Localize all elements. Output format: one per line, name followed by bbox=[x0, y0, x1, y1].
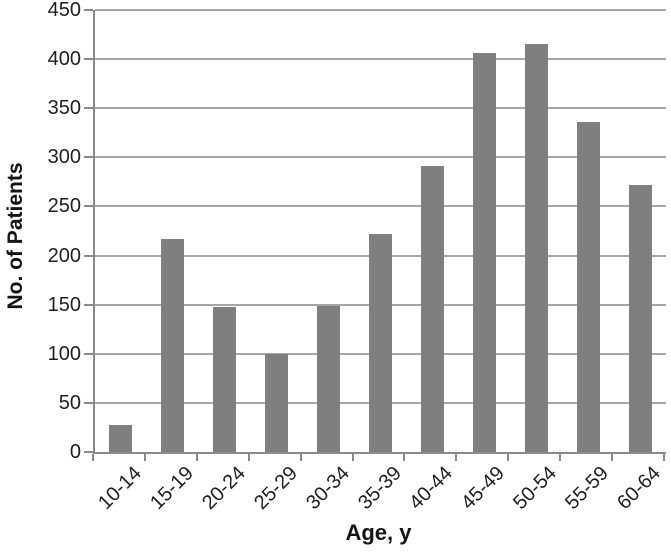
bar-60-64 bbox=[628, 184, 652, 452]
x-tick-1 bbox=[143, 454, 146, 461]
y-tick-label-100: 100 bbox=[47, 342, 81, 365]
x-tick-11 bbox=[663, 454, 665, 461]
gridline-400 bbox=[95, 58, 666, 61]
bar-30-34 bbox=[317, 305, 341, 452]
y-tick-400 bbox=[84, 58, 93, 61]
bar-35-39 bbox=[369, 233, 392, 452]
y-tick-label-250: 250 bbox=[47, 195, 81, 218]
y-tick-label-200: 200 bbox=[47, 244, 81, 267]
y-tick-label-150: 150 bbox=[47, 293, 81, 316]
y-tick-label-0: 0 bbox=[69, 441, 81, 463]
y-tick-100 bbox=[84, 352, 93, 355]
gridline-300 bbox=[95, 156, 666, 159]
y-tick-450 bbox=[84, 9, 93, 11]
y-tick-label-400: 400 bbox=[47, 48, 81, 71]
x-tick-4 bbox=[299, 454, 302, 461]
x-tick-10 bbox=[611, 454, 614, 461]
y-tick-350 bbox=[84, 107, 93, 110]
y-tick-label-50: 50 bbox=[58, 391, 81, 414]
y-tick-50 bbox=[84, 401, 93, 404]
x-tick-5 bbox=[351, 454, 354, 461]
y-tick-label-450: 450 bbox=[47, 0, 81, 21]
x-tick-0 bbox=[92, 454, 94, 461]
x-tick-6 bbox=[403, 454, 406, 461]
bar-50-54 bbox=[524, 44, 548, 452]
plot-area bbox=[93, 9, 666, 454]
y-tick-label-300: 300 bbox=[47, 146, 81, 169]
y-tick-0 bbox=[84, 451, 93, 453]
y-tick-150 bbox=[84, 303, 93, 306]
gridline-450 bbox=[95, 9, 666, 11]
y-tick-label-350: 350 bbox=[47, 97, 81, 120]
x-tick-8 bbox=[507, 454, 510, 461]
y-tick-250 bbox=[84, 205, 93, 208]
y-tick-300 bbox=[84, 156, 93, 159]
x-axis-title: Age, y bbox=[345, 520, 412, 545]
y-tick-200 bbox=[84, 254, 93, 257]
bar-25-29 bbox=[265, 353, 289, 452]
bar-20-24 bbox=[213, 306, 237, 452]
bar-40-44 bbox=[420, 166, 444, 452]
bar-10-14 bbox=[109, 425, 133, 452]
x-tick-9 bbox=[559, 454, 562, 461]
bar-55-59 bbox=[576, 121, 600, 452]
y-axis-title: No. of Patients bbox=[4, 162, 27, 310]
x-tick-7 bbox=[455, 454, 458, 461]
bar-45-49 bbox=[472, 53, 496, 452]
x-tick-3 bbox=[247, 454, 250, 461]
x-tick-2 bbox=[195, 454, 198, 461]
gridline-350 bbox=[95, 107, 666, 110]
bar-15-19 bbox=[161, 238, 185, 452]
gridline-250 bbox=[95, 205, 666, 208]
